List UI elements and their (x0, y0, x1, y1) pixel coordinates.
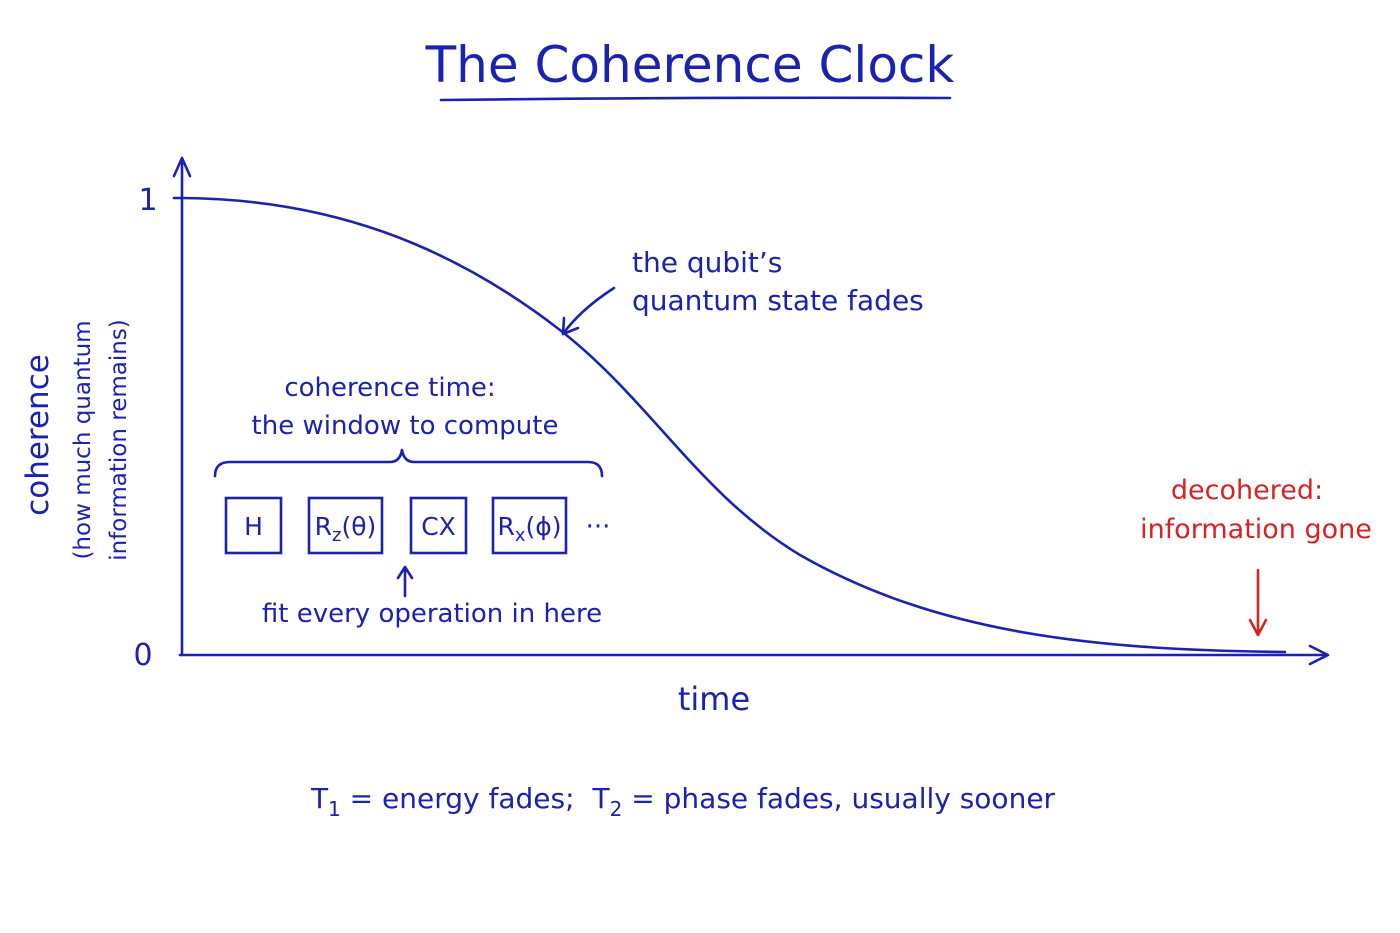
y-bottom-label: 0 (133, 638, 152, 673)
y-sublabel-group: (how much quantum (70, 320, 96, 559)
gate-label: Rz(θ) (315, 512, 377, 546)
gate-sub: x (515, 525, 526, 546)
gate-box (409, 496, 468, 555)
coherence-curve (180, 196, 1287, 654)
x-label: time (678, 680, 750, 718)
y-axis (172, 156, 192, 657)
gate-arg: (θ) (342, 512, 377, 541)
brace (213, 448, 604, 478)
y-sublabel: information remains) (106, 319, 132, 561)
ellipsis: ··· (586, 512, 611, 542)
gate-arg: (ϕ) (526, 512, 562, 541)
gate-base: CX (421, 512, 456, 541)
gate-base: R (497, 512, 514, 541)
fit-annotation: fit every operation in here (262, 599, 602, 629)
window-annotation: coherence time: (284, 373, 495, 403)
gate-box (307, 496, 384, 555)
x-axis (178, 644, 1330, 666)
gate-label: Rx(ϕ) (497, 512, 561, 546)
gate-label: CX (421, 512, 456, 541)
y-sublabel: (how much quantum (70, 320, 96, 559)
gate-sub: z (332, 525, 341, 546)
gate-base: H (244, 512, 263, 541)
footnote-sub: 2 (610, 797, 623, 821)
gate-box (491, 496, 568, 555)
y-label: coherence (20, 354, 56, 516)
fit-arrow (396, 565, 414, 598)
gate-base: R (315, 512, 332, 541)
gate-box (224, 496, 283, 555)
footnote-symbol: T (310, 782, 329, 815)
fade-annotation: the qubit’s (632, 246, 782, 279)
decohered-annotation: information gone (1140, 514, 1372, 545)
decohered-arrow (1248, 568, 1268, 637)
title: The Coherence Clock (425, 36, 955, 94)
title-underline (439, 96, 952, 102)
fade-annotation: quantum state fades (632, 284, 924, 317)
footnote-symbol: T (592, 782, 611, 815)
footnote-text: = phase fades, usually sooner (622, 782, 1055, 815)
window-annotation: the window to compute (252, 411, 559, 441)
gates: H Rz(θ) CX Rx(ϕ) (224, 496, 568, 555)
gate-label: H (244, 512, 263, 541)
footnote-sub: 1 (328, 797, 341, 821)
footnote: T1 = energy fades; T2 = phase fades, usua… (310, 782, 1056, 821)
decohered-annotation: decohered: (1171, 475, 1323, 506)
y-sublabel-group: information remains) (106, 319, 132, 561)
fade-arrow (561, 286, 616, 336)
y-top-label: 1 (138, 183, 157, 218)
footnote-text: = energy fades; (341, 782, 575, 815)
y-label-group: coherence (20, 354, 56, 516)
